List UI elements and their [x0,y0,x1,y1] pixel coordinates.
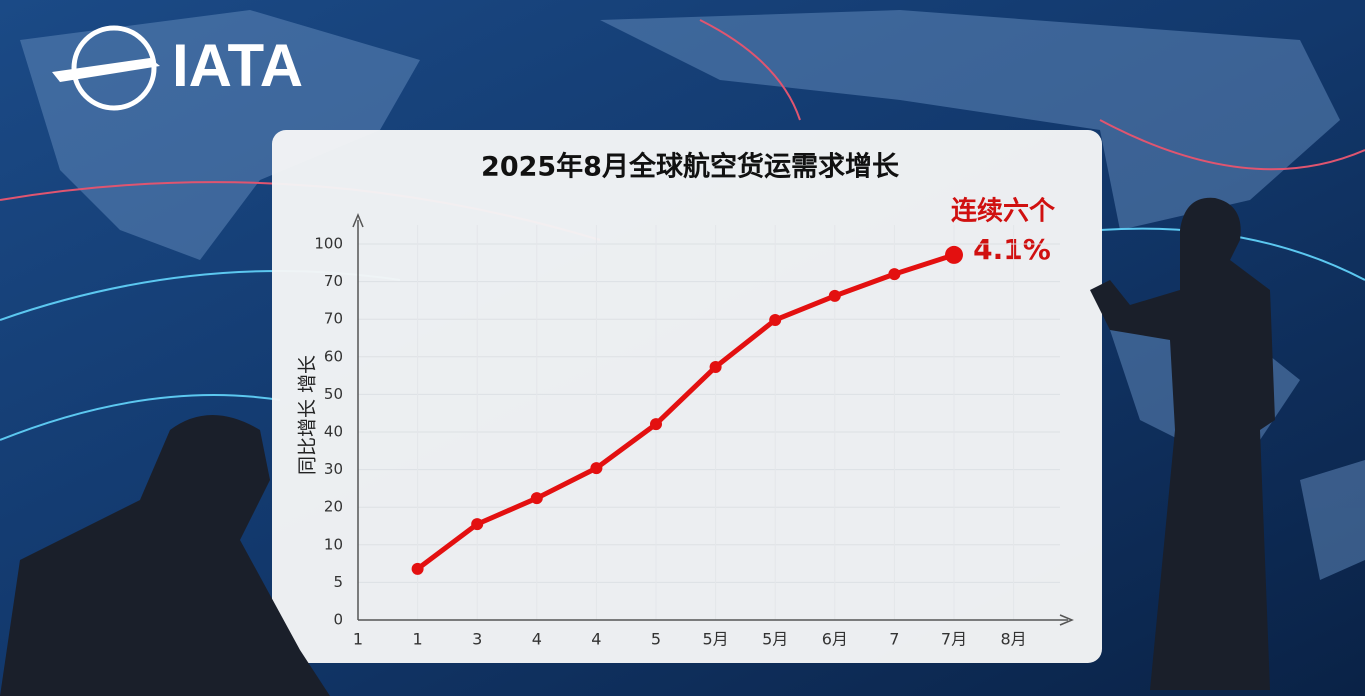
x-tick-label: 8月 [1001,630,1027,649]
x-tick-label: 5 [651,630,661,649]
x-tick-label: 5月 [703,630,729,649]
chart-title: 2025年8月全球航空货运需求增长 [481,151,900,183]
annotation: 4.1% [973,233,1051,266]
routes [0,19,1365,441]
logo: IATA [52,25,303,111]
annotation: 连续六个 [951,196,1056,227]
point [828,289,841,302]
x-tick-label: 3 [472,630,482,649]
y-tick-label: 100 [314,235,343,253]
y-tick-label: 5 [333,573,343,591]
x-tick-label: 1 [413,630,423,649]
y-tick-label: 70 [324,310,343,328]
y-tick-label: 0 [333,611,343,629]
y-axis-label: 同比增长 增长 [297,355,319,475]
point [530,492,543,505]
y-tick-label: 40 [324,423,343,441]
x-tick-label: 4 [591,630,601,649]
y-tick-label: 30 [324,460,343,478]
x-tick-label: 7 [889,630,899,649]
y-tick-label: 20 [324,498,343,516]
y-axis [352,213,364,620]
y-tick-label: 60 [324,347,343,365]
y-tick-label: 70 [324,272,343,290]
point [411,562,424,575]
x-tick-label: 5月 [762,630,788,649]
people [0,197,1275,696]
x-tick-label: 6月 [822,630,848,649]
x-tick-label: 7月 [941,630,967,649]
line [416,252,955,571]
brand: IATA [172,32,303,99]
x-tick-label: 4 [532,630,542,649]
x-axis [358,614,1074,626]
point [769,313,782,326]
y-tick-label: 50 [324,385,343,403]
point [471,518,484,531]
point [709,360,722,373]
point [945,245,963,264]
point [590,462,603,475]
point [650,418,662,431]
x-tick-label: 1 [353,630,363,649]
point [888,268,901,281]
y-tick-label: 10 [324,535,343,553]
